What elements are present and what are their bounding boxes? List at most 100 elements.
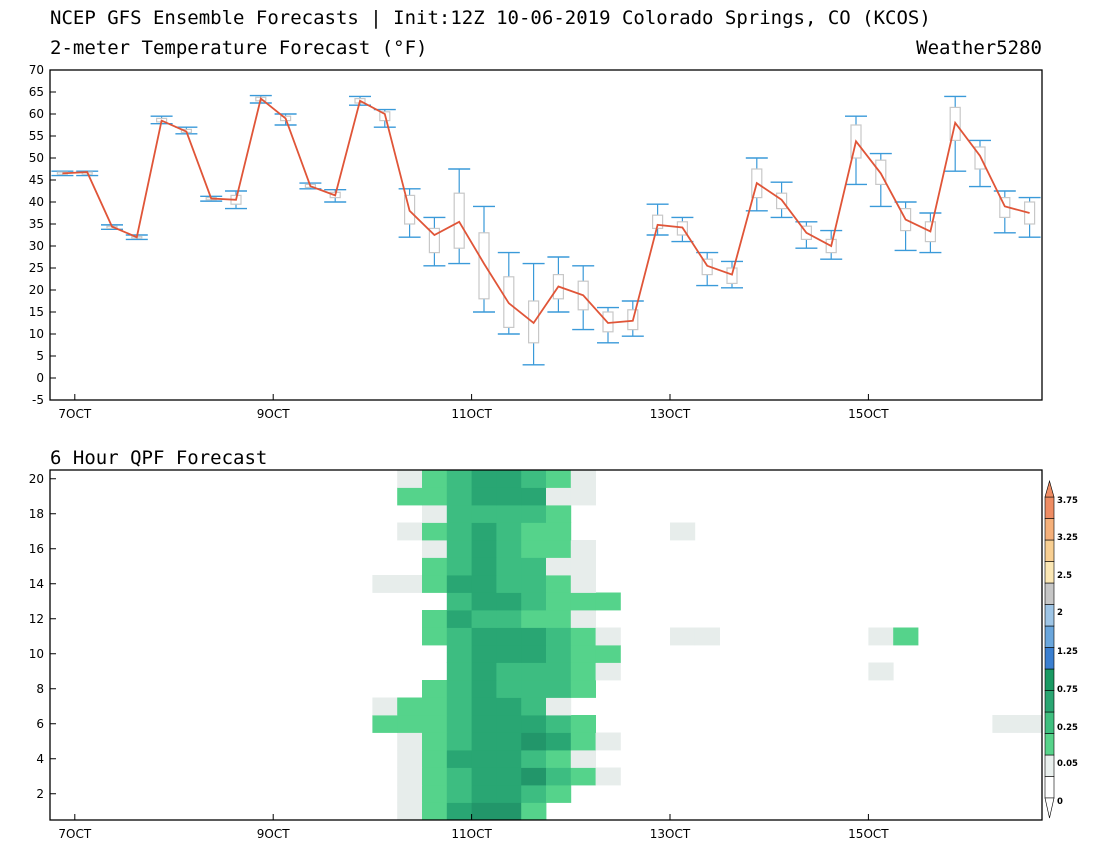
qpf-cell [397,750,423,768]
qpf-cell [422,557,448,576]
temperature-mean-line [62,97,1030,325]
temperature-x-tick-label: 9OCT [257,407,290,421]
temperature-y-tick-label: 65 [29,85,44,99]
qpf-colorbar-segment [1044,776,1055,799]
qpf-cell [496,785,522,803]
qpf-y-axis: 2 4 6 8 10 12 14 16 18 20 [29,472,56,801]
qpf-cell [446,767,472,786]
qpf-plot-frame [49,469,1043,821]
qpf-cell [372,697,398,716]
qpf-cell [595,645,621,663]
brand-label: Weather5280 [916,37,1042,59]
qpf-cell [446,470,472,488]
qpf-cell [397,785,423,803]
qpf-cell [397,697,423,716]
temperature-x-tick-label: 11OCT [451,407,492,421]
qpf-cell [521,627,547,646]
qpf-cell [521,505,547,523]
qpf-cell [570,732,596,751]
temperature-y-tick-label: 25 [29,261,44,275]
qpf-cell [422,470,448,488]
qpf-cell [521,487,547,506]
temperature-y-tick-label: 15 [29,305,44,319]
qpf-cell [446,610,472,628]
temperature-iqr-box [478,232,490,300]
temperature-box [696,251,719,287]
qpf-cell [496,767,522,786]
qpf-cell [471,610,497,628]
qpf-cell [372,575,398,593]
qpf-cell [471,575,497,593]
qpf-cell [471,767,497,786]
qpf-cell [471,662,497,681]
temperature-chart: -5 0 5 10 15 20 25 30 35 40 45 50 55 60 65 70 7OCT 9OCT 1… [29,63,1043,421]
qpf-colorbar-label: 1.25 [1057,647,1078,657]
qpf-y-tick-label: 12 [29,612,44,626]
qpf-cell [521,610,547,628]
qpf-cell [496,732,522,751]
qpf-cell [422,785,448,803]
qpf-cell [595,662,621,681]
qpf-y-tick-label: 14 [29,577,44,591]
qpf-colorbar-segment [1044,518,1055,541]
qpf-cell [546,627,572,646]
qpf-cell [471,697,497,716]
qpf-cell [521,662,547,681]
qpf-cell [422,802,448,821]
qpf-cell [570,645,596,663]
qpf-cell [422,610,448,628]
qpf-colorbar-segment [1044,582,1055,605]
qpf-colorbar-label: 2 [1057,608,1063,618]
qpf-y-tick-label: 18 [29,507,44,521]
qpf-cell [496,750,522,768]
qpf-x-tick-label: 13OCT [650,827,691,841]
qpf-cell [446,680,472,698]
qpf-colorbar-label: 0 [1057,797,1063,807]
qpf-cell [521,732,547,751]
temperature-y-tick-label: 45 [29,173,44,187]
qpf-cell [471,680,497,698]
temperature-y-tick-label: 0 [36,371,44,385]
qpf-cell [546,662,572,681]
qpf-cell [496,680,522,698]
qpf-colorbar-segment [1044,539,1055,562]
qpf-cell [546,750,572,768]
temperature-iqr-box [428,227,440,254]
qpf-cell [570,767,596,786]
qpf-cell [471,750,497,768]
qpf-colorbar-segment [1044,690,1055,713]
qpf-cell [570,662,596,681]
qpf-colorbar-top-arrow [1044,479,1055,498]
qpf-cell [372,715,398,733]
qpf-cell [422,487,448,506]
temperature-x-tick-label: 7OCT [58,407,91,421]
qpf-colorbar-segment [1044,604,1055,627]
qpf-cell [546,487,572,506]
qpf-cell [521,715,547,733]
temperature-y-tick-label: 40 [29,195,44,209]
qpf-cell [397,487,423,506]
temperature-y-tick-label: 50 [29,151,44,165]
qpf-cell [422,575,448,593]
qpf-cell [546,697,572,716]
qpf-cell [521,522,547,541]
temperature-y-tick-label: 30 [29,239,44,253]
qpf-cell [570,557,596,576]
qpf-cell [570,715,596,733]
qpf-cell [546,557,572,576]
qpf-colorbar-segment [1044,647,1055,670]
qpf-cell [397,715,423,733]
qpf-cell [570,575,596,593]
qpf-y-tick-label: 6 [36,717,44,731]
qpf-cell [521,697,547,716]
temperature-y-tick-label: 35 [29,217,44,231]
qpf-cell [496,715,522,733]
qpf-cell [570,540,596,558]
qpf-colorbar-segment [1044,668,1055,691]
qpf-cell [422,522,448,541]
qpf-cell [496,645,522,663]
qpf-y-tick-label: 4 [36,752,44,766]
qpf-cell [422,767,448,786]
qpf-cell [446,697,472,716]
